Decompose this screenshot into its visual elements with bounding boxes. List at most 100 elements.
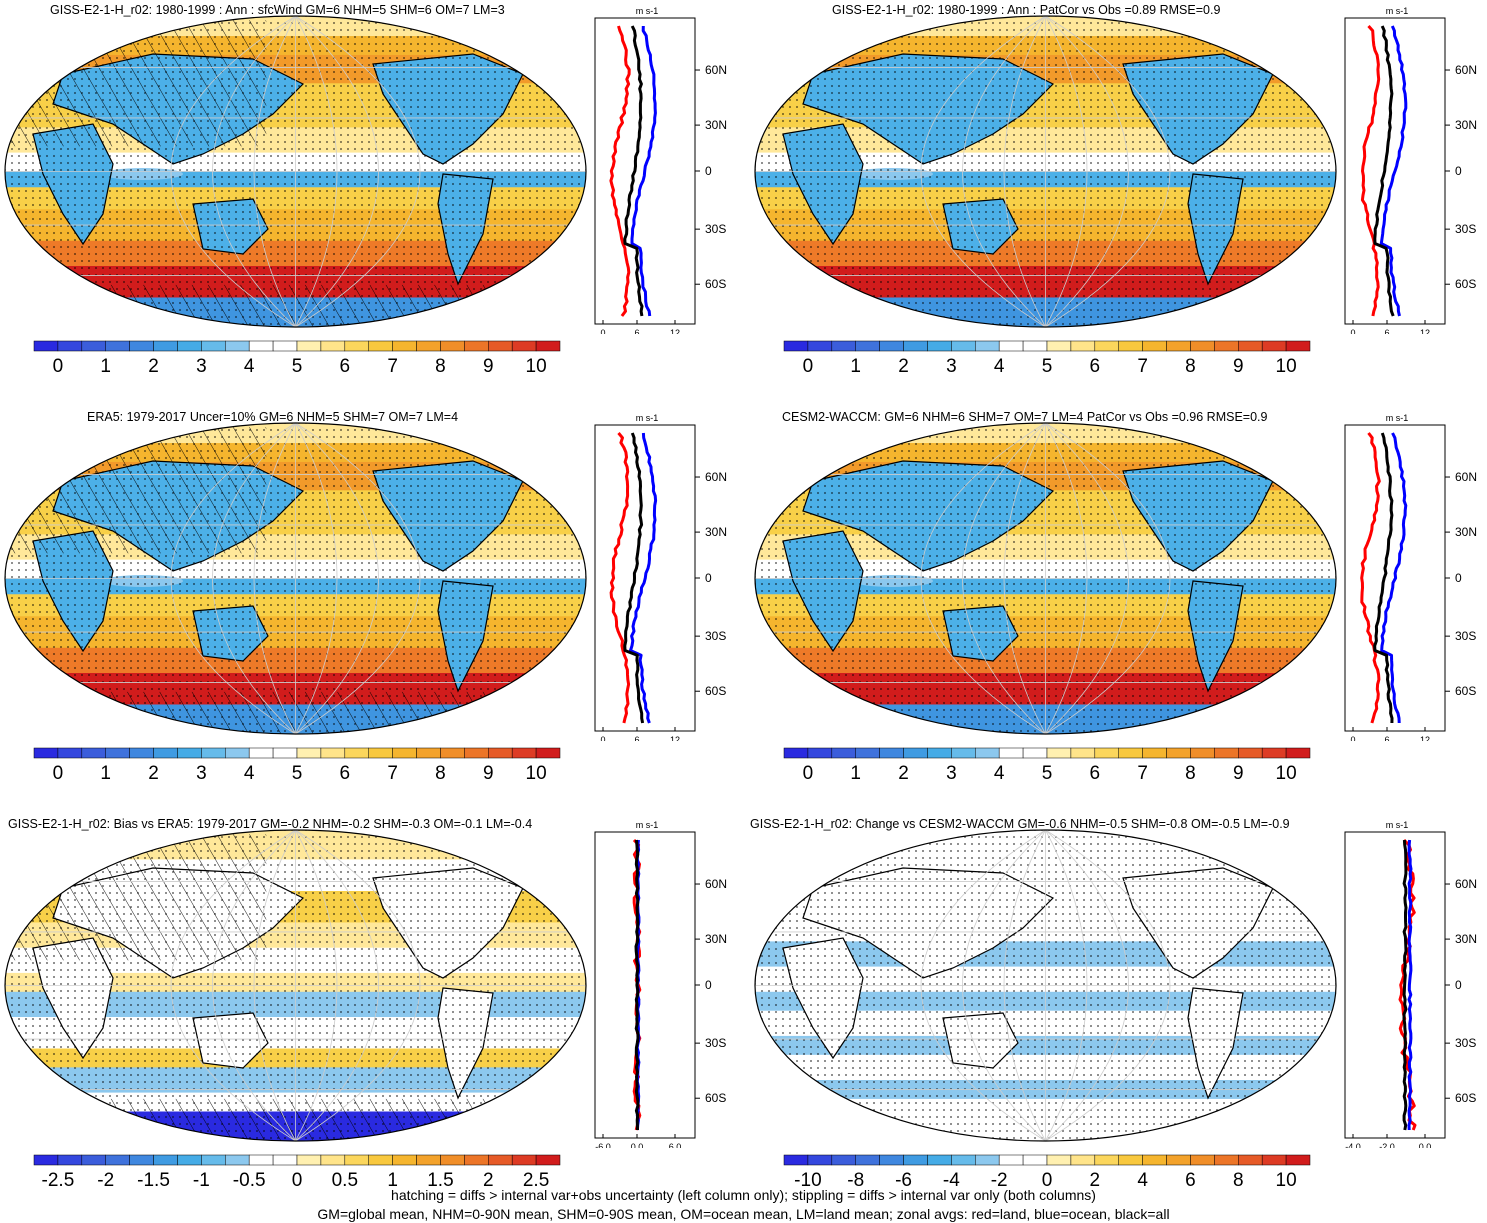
lat-tick-label: 60S — [705, 684, 726, 698]
lat-tick-label: 30S — [1455, 222, 1476, 236]
zonal-x-tick-label: 0 — [600, 735, 605, 741]
lat-tick-label: 0 — [1455, 571, 1462, 585]
zonal-mean-plot: m s-1 60N 30N 0 30S 60S -6.0 0.0 6.0 — [594, 820, 727, 1148]
lat-tick-label: 60S — [1455, 277, 1476, 291]
colorbar-tick-label: 8 — [1232, 1170, 1244, 1191]
colorbar — [33, 340, 561, 352]
robinson-map — [754, 829, 1337, 1142]
colorbar-tick-label: -8 — [847, 1170, 865, 1191]
colorbar-tick-label: -2 — [990, 1170, 1008, 1191]
panel-5: GISS-E2-1-H_r02: Bias vs ERA5: 1979-2017… — [0, 814, 740, 1214]
colorbar-tick-label: 6 — [339, 356, 351, 377]
lat-tick-label: 30N — [705, 932, 727, 946]
colorbar-tick-label: 2 — [148, 763, 159, 784]
lat-tick-label: 30N — [1455, 932, 1477, 946]
zonal-unit-label: m s-1 — [1386, 413, 1409, 423]
colorbar-tick-label: 2 — [1089, 1170, 1101, 1191]
colorbar-labels: 0 1 2 3 4 5 6 7 8 9 10 — [33, 763, 561, 785]
zonal-mean-plot: m s-1 60N 30N 0 30S 60S -4.0 -2.0 0.0 — [1344, 820, 1477, 1148]
robinson-map — [4, 422, 587, 735]
colorbar-tick-label: 2.5 — [522, 1170, 550, 1191]
zonal-unit-label: m s-1 — [636, 820, 659, 830]
colorbar-tick-label: 2 — [482, 1170, 494, 1191]
colorbar-tick-label: 0 — [52, 356, 64, 377]
panel-title: GISS-E2-1-H_r02: Bias vs ERA5: 1979-2017… — [8, 817, 533, 831]
lat-tick-label: 60N — [705, 63, 727, 77]
lat-tick-label: 30N — [1455, 118, 1477, 132]
colorbar-tick-label: -1.5 — [137, 1170, 170, 1191]
colorbar-tick-label: 6 — [1089, 356, 1101, 377]
colorbar-tick-label: -2 — [97, 1170, 115, 1191]
colorbar-tick-label: 6 — [339, 763, 351, 784]
lat-tick-label: 60N — [705, 877, 727, 891]
colorbar-tick-label: 0 — [802, 763, 814, 784]
zonal-x-tick-label: 6 — [1384, 328, 1389, 334]
robinson-map — [4, 829, 587, 1142]
colorbar-tick-label: 7 — [387, 356, 398, 377]
colorbar-tick-label: 8 — [1185, 763, 1196, 784]
lat-tick-label: 0 — [705, 164, 712, 178]
panel-title: GISS-E2-1-H_r02: Change vs CESM2-WACCM G… — [750, 817, 1290, 831]
panel-6: GISS-E2-1-H_r02: Change vs CESM2-WACCM G… — [750, 814, 1487, 1214]
zonal-ocean-line — [1380, 432, 1408, 724]
colorbar-tick-label: 0.5 — [331, 1170, 359, 1191]
zonal-ocean-line — [1407, 839, 1413, 1131]
colorbar-tick-label: 4 — [1137, 1170, 1148, 1191]
colorbar-tick-label: 7 — [387, 763, 398, 784]
zonal-x-tick-label: 0 — [600, 328, 605, 334]
zonal-unit-label: m s-1 — [636, 6, 659, 16]
zonal-x-tick-label: -4.0 — [1345, 1142, 1361, 1148]
zonal-unit-label: m s-1 — [636, 413, 659, 423]
colorbar-tick-label: 4 — [993, 763, 1005, 784]
colorbar-labels: -2.5 -2 -1.5 -1 -0.5 0 0.5 1 1.5 2 2.5 — [33, 1170, 561, 1192]
colorbar — [783, 1154, 1311, 1166]
zonal-x-tick-label: 0.0 — [1419, 1142, 1432, 1148]
zonal-x-tick-label: 12 — [1420, 735, 1430, 741]
zonal-x-tick-label: 6.0 — [669, 1142, 682, 1148]
zonal-all-line — [623, 25, 644, 317]
lat-tick-label: 0 — [1455, 164, 1462, 178]
colorbar-labels: 0 1 2 3 4 5 6 7 8 9 10 — [783, 356, 1311, 378]
colorbar-tick-label: 5 — [1041, 763, 1053, 784]
colorbar-tick-label: -2.5 — [41, 1170, 75, 1191]
colorbar-tick-label: 10 — [525, 356, 547, 377]
colorbar-tick-label: 6 — [1089, 763, 1101, 784]
zonal-x-tick-label: 12 — [670, 735, 680, 741]
colorbar-tick-label: 1 — [850, 763, 862, 784]
zonal-all-line — [1373, 432, 1394, 724]
zonal-all-line — [634, 839, 640, 1131]
footer-line-1: hatching = diffs > internal var+obs unce… — [391, 1187, 1096, 1203]
zonal-x-tick-label: 6 — [634, 328, 639, 334]
colorbar-tick-label: -1 — [192, 1170, 210, 1191]
zonal-x-tick-label: 12 — [670, 328, 680, 334]
lat-tick-label: 60N — [705, 470, 727, 484]
colorbar-tick-label: -4 — [942, 1170, 960, 1191]
colorbar-tick-label: 2 — [148, 356, 159, 377]
panel-4: CESM2-WACCM: GM=6 NHM=6 SHM=7 OM=7 LM=4 … — [750, 407, 1487, 807]
lat-tick-label: 60N — [1455, 877, 1477, 891]
lat-tick-label: 0 — [1455, 978, 1462, 992]
zonal-mean-plot: m s-1 60N 30N 0 30S 60S 0 6 12 — [1344, 6, 1477, 334]
colorbar-tick-label: 5 — [291, 763, 303, 784]
colorbar-tick-label: 0 — [52, 763, 64, 784]
zonal-land-line — [1398, 838, 1417, 1131]
lat-tick-label: 60S — [1455, 684, 1476, 698]
colorbar — [33, 747, 561, 759]
lat-tick-label: 30S — [1455, 1036, 1476, 1050]
zonal-unit-label: m s-1 — [1386, 820, 1409, 830]
colorbar-tick-label: 3 — [946, 763, 957, 784]
panel-title: ERA5: 1979-2017 Uncer=10% GM=6 NHM=5 SHM… — [87, 410, 459, 424]
colorbar-tick-label: 2 — [898, 356, 909, 377]
colorbar-tick-label: -6 — [895, 1170, 912, 1191]
lat-tick-label: 60S — [705, 1091, 726, 1105]
colorbar-tick-label: 9 — [1232, 763, 1244, 784]
zonal-x-tick-label: 6 — [634, 735, 639, 741]
robinson-map — [754, 422, 1337, 735]
zonal-all-line — [623, 432, 645, 724]
colorbar-tick-label: 9 — [1232, 356, 1244, 377]
colorbar-tick-label: 5 — [291, 356, 303, 377]
colorbar-tick-label: 2 — [898, 763, 909, 784]
colorbar — [783, 340, 1311, 352]
colorbar-tick-label: 0 — [802, 356, 814, 377]
zonal-ocean-line — [630, 25, 657, 317]
